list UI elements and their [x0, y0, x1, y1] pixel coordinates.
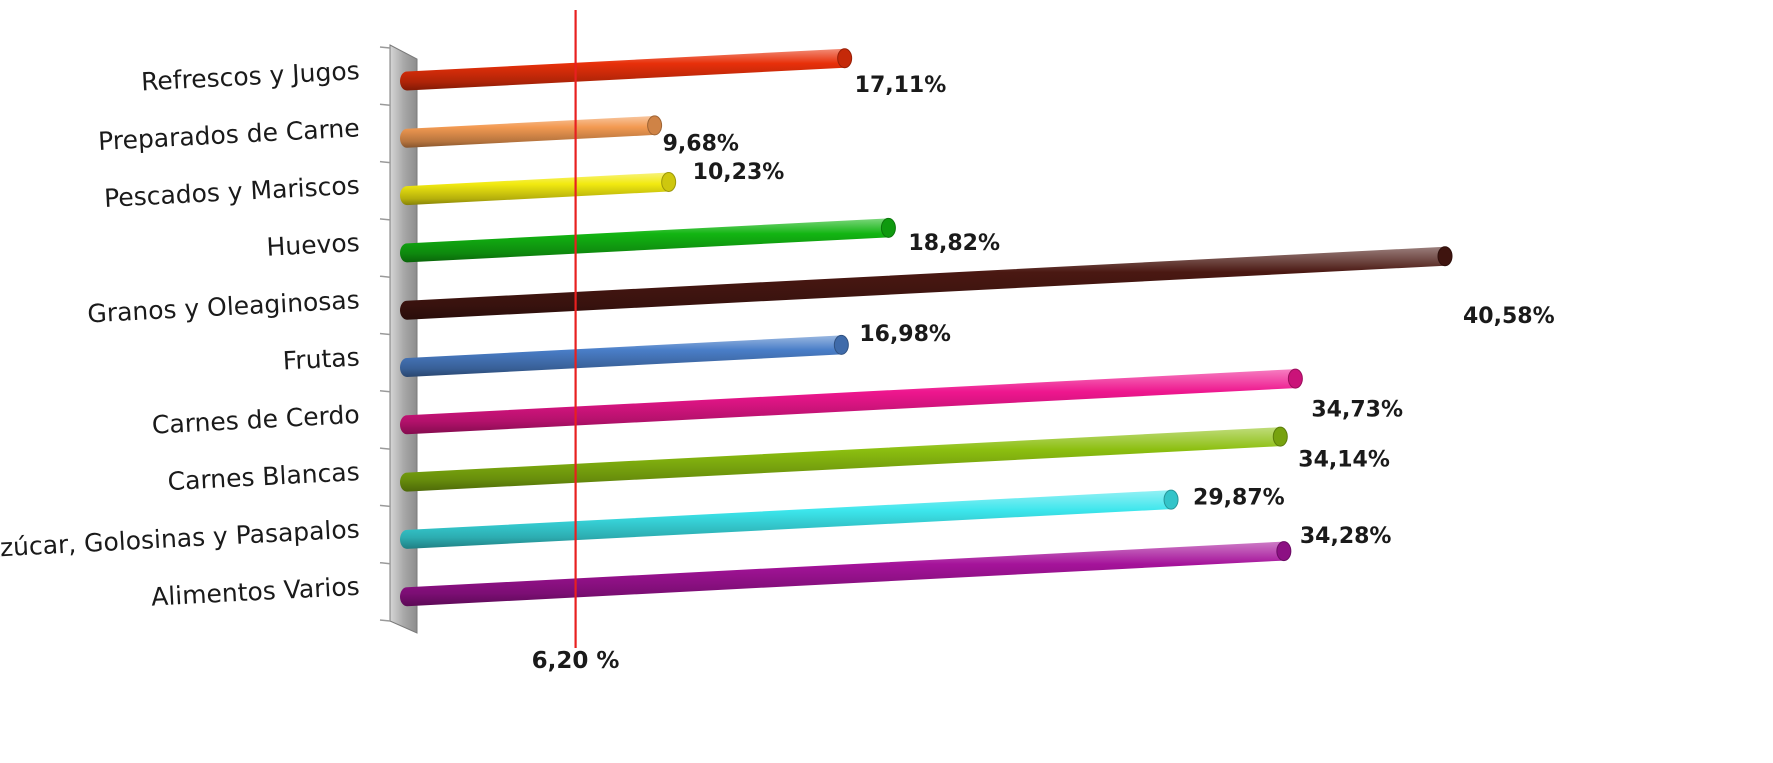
- value-label: 18,82%: [908, 231, 1000, 256]
- axis-tick: [379, 275, 391, 278]
- axis-tick: [379, 46, 391, 49]
- bar-end-cap: [1276, 541, 1292, 562]
- category-label: Azúcar, Golosinas y Pasapalos: [0, 514, 360, 563]
- bar-granos-y-oleaginosas: [400, 246, 1453, 320]
- axis-tick: [379, 390, 391, 393]
- axis-tick: [379, 447, 391, 450]
- value-label: 10,23%: [693, 160, 785, 185]
- bar-end-cap: [661, 171, 677, 192]
- bar-end-cap: [1437, 246, 1453, 267]
- value-label: 40,58%: [1463, 304, 1555, 329]
- bar-huevos: [400, 218, 896, 263]
- bar-end-cap: [837, 48, 853, 69]
- bar-pescados-y-mariscos: [400, 172, 676, 206]
- bar-carnes-de-cerdo: [400, 369, 1303, 435]
- value-label: 9,68%: [663, 131, 739, 156]
- value-label: 34,73%: [1311, 398, 1403, 423]
- bar-end-cap: [833, 334, 849, 355]
- axis-tick: [379, 332, 391, 336]
- axis-tick: [379, 218, 391, 221]
- category-label: Carnes de Cerdo: [151, 400, 360, 440]
- category-label: Granos y Oleaginosas: [87, 285, 361, 328]
- axis-tick: [379, 103, 391, 107]
- value-label: 16,98%: [859, 322, 951, 347]
- category-label: Huevos: [266, 228, 361, 262]
- axis-tick: [379, 619, 391, 622]
- bar-frutas: [400, 335, 849, 377]
- bar-end-cap: [647, 115, 663, 136]
- bar-end-cap: [1272, 426, 1288, 447]
- axis-tick: [379, 561, 391, 565]
- bar-end-cap: [1287, 368, 1303, 389]
- bar-carnes-blancas: [400, 427, 1288, 492]
- value-label: 29,87%: [1193, 486, 1285, 511]
- reference-layer: 6,20 %: [532, 10, 620, 674]
- category-label: Carnes Blancas: [167, 457, 360, 496]
- reference-line-label: 6,20 %: [532, 648, 620, 674]
- category-label: Frutas: [282, 343, 360, 376]
- bars-layer: [400, 48, 1453, 607]
- bar-azúcar-golosinas-y-pasapalos: [400, 490, 1179, 549]
- category-label: Alimentos Varios: [150, 572, 360, 612]
- value-label: 17,11%: [855, 73, 947, 98]
- value-label: 34,28%: [1300, 524, 1392, 549]
- category-label: Pescados y Mariscos: [103, 171, 360, 213]
- axis-tick: [379, 160, 391, 164]
- bar-refrescos-y-jugos: [400, 48, 852, 91]
- bar-alimentos-varios: [400, 541, 1291, 607]
- axis-tick: [379, 504, 391, 508]
- category-label: Refrescos y Jugos: [140, 56, 360, 96]
- category-label: Preparados de Carne: [97, 113, 360, 156]
- bar-preparados-de-carne: [400, 115, 662, 148]
- value-label: 34,14%: [1298, 448, 1390, 473]
- bar-end-cap: [1163, 489, 1179, 510]
- bar-end-cap: [880, 217, 896, 238]
